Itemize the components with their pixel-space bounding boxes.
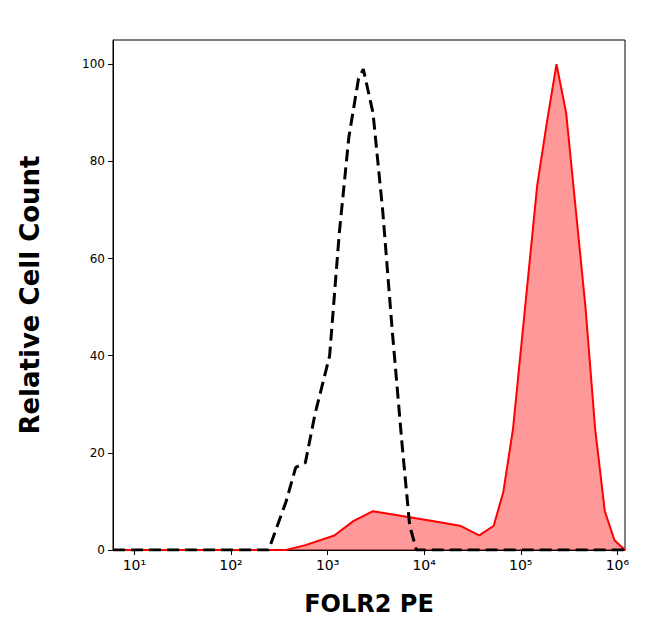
svg-text:40: 40 [90, 349, 105, 363]
svg-text:80: 80 [90, 154, 105, 168]
svg-text:20: 20 [90, 446, 105, 460]
svg-text:Relative Cell Count: Relative Cell Count [15, 155, 45, 434]
svg-text:10⁵: 10⁵ [509, 557, 532, 573]
svg-text:10²: 10² [219, 557, 242, 573]
svg-text:10¹: 10¹ [123, 557, 146, 573]
svg-text:60: 60 [90, 252, 105, 266]
svg-text:10⁶: 10⁶ [606, 557, 630, 573]
svg-text:100: 100 [82, 57, 105, 71]
svg-text:10³: 10³ [316, 557, 339, 573]
svg-text:FOLR2 PE: FOLR2 PE [304, 590, 434, 618]
svg-text:0: 0 [97, 543, 105, 557]
svg-text:10⁴: 10⁴ [412, 557, 436, 573]
